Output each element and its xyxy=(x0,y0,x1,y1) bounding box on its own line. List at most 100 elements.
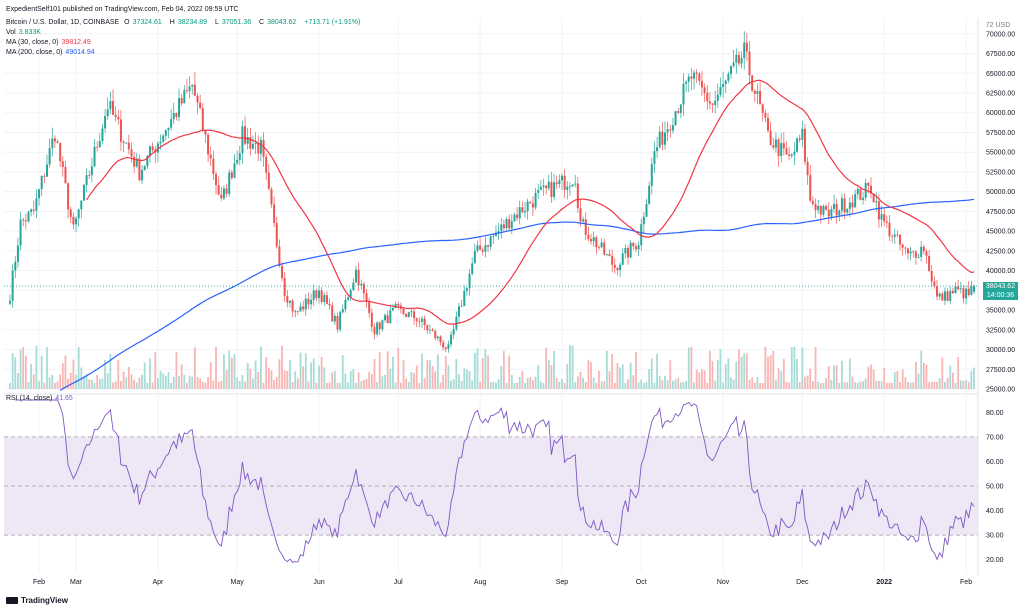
candle-body xyxy=(368,301,371,313)
volume-bar xyxy=(104,359,106,389)
volume-bar xyxy=(257,371,260,389)
volume-bar xyxy=(914,362,917,389)
candle-body xyxy=(376,322,379,335)
candle-body xyxy=(737,54,740,64)
volume-bar xyxy=(135,382,138,389)
rsi-legend[interactable]: RSI (14, close) 41.65 xyxy=(6,395,73,402)
candle-body xyxy=(69,209,72,217)
candles[interactable] xyxy=(9,31,975,353)
candle-body xyxy=(336,315,339,330)
candle-body xyxy=(502,224,505,229)
candle-body xyxy=(125,142,128,144)
candle-body xyxy=(391,308,394,311)
volume-bar xyxy=(421,353,423,389)
volume-bar xyxy=(545,347,548,389)
volume-bar xyxy=(537,365,540,389)
time-tick-label: Apr xyxy=(152,579,164,586)
candle-body xyxy=(788,154,791,157)
volume-bar xyxy=(936,381,938,389)
volume-bar xyxy=(410,371,413,389)
volume-bar xyxy=(814,347,817,389)
candle-body xyxy=(727,73,730,81)
candle-body xyxy=(304,298,307,310)
volume-bar xyxy=(473,352,476,389)
volume-bar xyxy=(455,359,458,389)
volume-bar xyxy=(753,382,756,389)
candle-body xyxy=(835,204,838,216)
candle-body xyxy=(848,202,851,209)
volume-bar xyxy=(899,382,901,389)
volume-bar xyxy=(513,382,516,389)
candle-body xyxy=(735,54,738,63)
bar-countdown: 14:00:36 xyxy=(986,291,1015,299)
last-price: 38043.62 xyxy=(985,282,1016,290)
price-axis[interactable]: 25000.00 27500.00 30000.00 32500.00 35000.00… xyxy=(986,31,1015,393)
candle-body xyxy=(14,261,17,271)
candle-body xyxy=(310,299,313,305)
candle-body xyxy=(315,290,318,298)
candle-body xyxy=(207,134,210,155)
volume-bar xyxy=(310,362,312,389)
candle-body xyxy=(904,247,907,249)
volume-bar xyxy=(621,364,624,389)
ma200-legend[interactable]: MA (200, close, 0) 49014.94 xyxy=(6,49,95,56)
volume-bar xyxy=(590,362,592,389)
volume-bar xyxy=(106,373,109,389)
candle-body xyxy=(801,128,804,140)
candle-body xyxy=(806,161,809,176)
candle-body xyxy=(333,315,336,322)
volume-bar xyxy=(587,359,590,389)
price-tick-label: 45000.00 xyxy=(986,229,1015,236)
volume-bar xyxy=(439,382,442,389)
volume-bar xyxy=(690,346,693,389)
candle-body xyxy=(796,138,799,152)
rsi-axis[interactable]: 20.00 30.00 40.00 50.00 60.00 70.00 80.00 xyxy=(986,410,1004,564)
ma30-legend[interactable]: MA (30, close, 0) 39812.49 xyxy=(6,39,91,46)
volume-bar xyxy=(922,363,925,389)
volume-bar xyxy=(172,376,175,389)
volume-bar xyxy=(175,352,178,389)
candle-body xyxy=(418,321,421,322)
candle-body xyxy=(362,283,365,294)
volume-bar xyxy=(854,382,857,389)
candle-body xyxy=(217,185,220,195)
volume-legend[interactable]: Vol 3.833K xyxy=(6,29,41,36)
volume-bar xyxy=(162,373,165,389)
volume-bar xyxy=(413,373,415,389)
candle-body xyxy=(920,246,923,257)
candle-body xyxy=(814,203,817,211)
volume-bar xyxy=(822,382,825,389)
time-axis[interactable]: Feb Mar Apr May Jun Jul Aug Sep Oct Nov Dec 2022 Feb xyxy=(33,579,972,586)
volume-bar xyxy=(677,377,680,389)
volume-bar xyxy=(43,382,46,389)
candle-body xyxy=(170,119,173,128)
volume-bar xyxy=(326,382,328,389)
volume-bar xyxy=(378,352,381,389)
candle-body xyxy=(819,205,822,215)
symbol-name[interactable]: Bitcoin / U.S. Dollar, 1D, COINBASE xyxy=(6,19,120,26)
volume-bar xyxy=(785,381,788,389)
volume-bar xyxy=(841,360,843,389)
tradingview-footer[interactable]: TradingView xyxy=(6,596,68,605)
candle-body xyxy=(32,209,35,211)
volume-bar xyxy=(592,377,595,389)
volume-bar xyxy=(405,378,408,389)
candle-body xyxy=(719,87,722,95)
volume-bar xyxy=(674,379,677,389)
volume-bar xyxy=(146,382,149,389)
volume-bar xyxy=(627,379,629,389)
volume-bar xyxy=(946,377,949,389)
currency-selector[interactable]: 72 USD xyxy=(985,22,1011,29)
candle-body xyxy=(534,193,537,208)
volume-bar xyxy=(920,350,923,389)
volume-bar xyxy=(738,349,740,389)
candle-body xyxy=(553,182,556,198)
volume-bar xyxy=(164,375,167,389)
candle-body xyxy=(11,270,14,301)
candle-body xyxy=(539,186,542,190)
candle-body xyxy=(109,101,112,110)
candle-body xyxy=(225,188,228,194)
volume-bar xyxy=(642,382,645,389)
volume-bar xyxy=(323,367,326,389)
